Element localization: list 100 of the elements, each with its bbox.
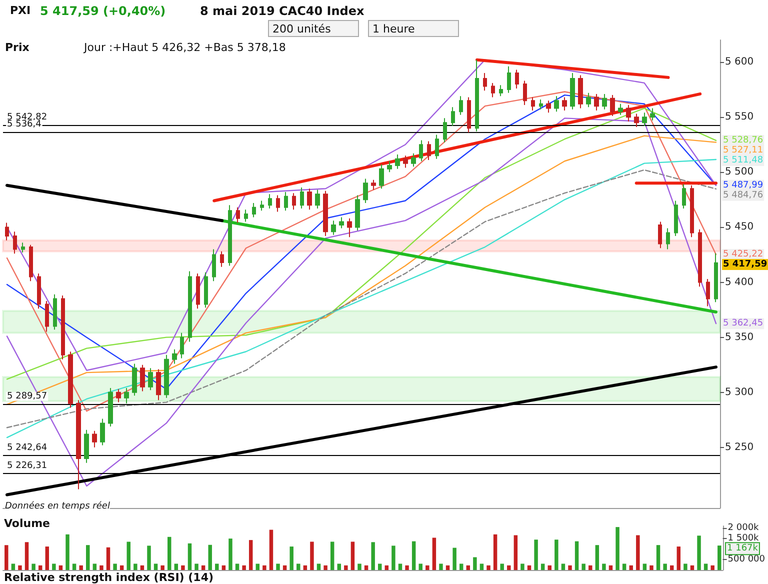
bar	[514, 535, 518, 570]
candlestick	[666, 228, 670, 250]
candlestick	[188, 270, 192, 342]
candlestick	[164, 354, 169, 398]
bar	[540, 564, 545, 570]
candlestick	[602, 93, 607, 110]
candlestick	[339, 216, 344, 229]
bar	[608, 565, 613, 570]
bar	[588, 565, 592, 570]
data-label: 5 528,76	[723, 135, 764, 146]
bar	[160, 565, 164, 570]
data-label: 5 487,99	[723, 180, 764, 190]
bar	[228, 538, 232, 570]
bar	[66, 534, 70, 570]
bar	[378, 564, 382, 570]
candlestick	[84, 429, 89, 464]
bar	[235, 564, 240, 570]
bar	[282, 565, 287, 570]
candlestick	[21, 242, 25, 254]
candlestick	[300, 187, 304, 209]
candlestick	[706, 278, 710, 307]
candlestick	[411, 152, 416, 168]
candlestick	[124, 387, 129, 404]
data-label: 5 484,76	[723, 190, 764, 200]
bar	[364, 565, 368, 570]
bar	[493, 534, 498, 570]
candlestick	[53, 294, 57, 330]
candlestick	[507, 66, 511, 94]
chart-title: 8 mai 2019 CAC40 Index	[200, 4, 365, 18]
candlestick	[658, 221, 662, 249]
candlestick	[674, 200, 678, 237]
candlestick	[618, 103, 623, 116]
candlestick	[45, 300, 49, 332]
y-tick-label: 5 400	[725, 276, 754, 288]
bar	[134, 564, 138, 570]
bar	[412, 541, 416, 570]
bar	[663, 564, 667, 570]
bar	[38, 565, 42, 570]
bar	[561, 564, 566, 570]
candlestick	[690, 184, 694, 238]
bar	[636, 535, 640, 570]
bar	[58, 565, 63, 570]
candlestick	[379, 164, 384, 190]
candlestick	[435, 134, 439, 160]
candlestick	[76, 400, 81, 490]
candlestick	[546, 100, 551, 114]
bar	[452, 548, 456, 570]
y-tick-label: 5 600	[725, 56, 754, 68]
text: 1 heure	[372, 22, 415, 36]
candlestick	[363, 178, 368, 204]
y-tick-label: 500 000	[728, 554, 766, 565]
candlestick	[100, 418, 105, 446]
candlestick	[212, 248, 216, 282]
candlestick	[371, 179, 376, 190]
ref-line-label: 5 536,4	[7, 120, 42, 130]
bar	[629, 565, 633, 570]
candlestick	[491, 82, 495, 98]
bar	[120, 565, 124, 570]
candlestick	[204, 272, 208, 308]
candlestick	[523, 80, 527, 106]
bar	[459, 564, 464, 570]
bar	[310, 542, 314, 570]
chart-subtitle: 5 417,59 (+0,40%)	[40, 4, 166, 18]
bar	[446, 565, 450, 570]
bar	[432, 538, 436, 570]
candlestick	[132, 363, 137, 396]
candlestick	[260, 200, 264, 212]
bar	[337, 564, 341, 570]
bar	[554, 540, 558, 570]
candlestick	[515, 69, 519, 89]
candlestick	[347, 218, 352, 238]
bar	[324, 565, 328, 570]
candlestick	[108, 387, 113, 428]
data-label: 5 425,22	[723, 249, 764, 260]
bar	[392, 546, 396, 570]
candlestick	[228, 204, 232, 266]
candlestick	[594, 93, 599, 111]
candlestick	[395, 154, 400, 170]
bar	[520, 564, 524, 570]
bar	[582, 564, 586, 570]
annotation: Jour :+Haut 5 426,32 +Bas 5 378,18	[83, 41, 286, 54]
bar	[24, 542, 29, 570]
candlestick	[483, 72, 487, 92]
bar	[11, 564, 16, 570]
y-tick-label: 5 500	[725, 166, 754, 178]
bar	[174, 564, 178, 570]
bar	[147, 546, 151, 570]
candlestick	[236, 206, 240, 224]
bar	[316, 564, 321, 570]
bar	[500, 564, 504, 570]
candlestick	[116, 388, 121, 403]
bar	[296, 564, 300, 570]
bar	[676, 546, 681, 570]
candlestick	[714, 252, 718, 303]
bar	[113, 564, 117, 570]
candlestick	[180, 332, 184, 359]
candlestick	[148, 368, 153, 391]
bar	[718, 546, 722, 570]
bar	[106, 547, 110, 570]
text: 200 unités	[272, 22, 332, 36]
